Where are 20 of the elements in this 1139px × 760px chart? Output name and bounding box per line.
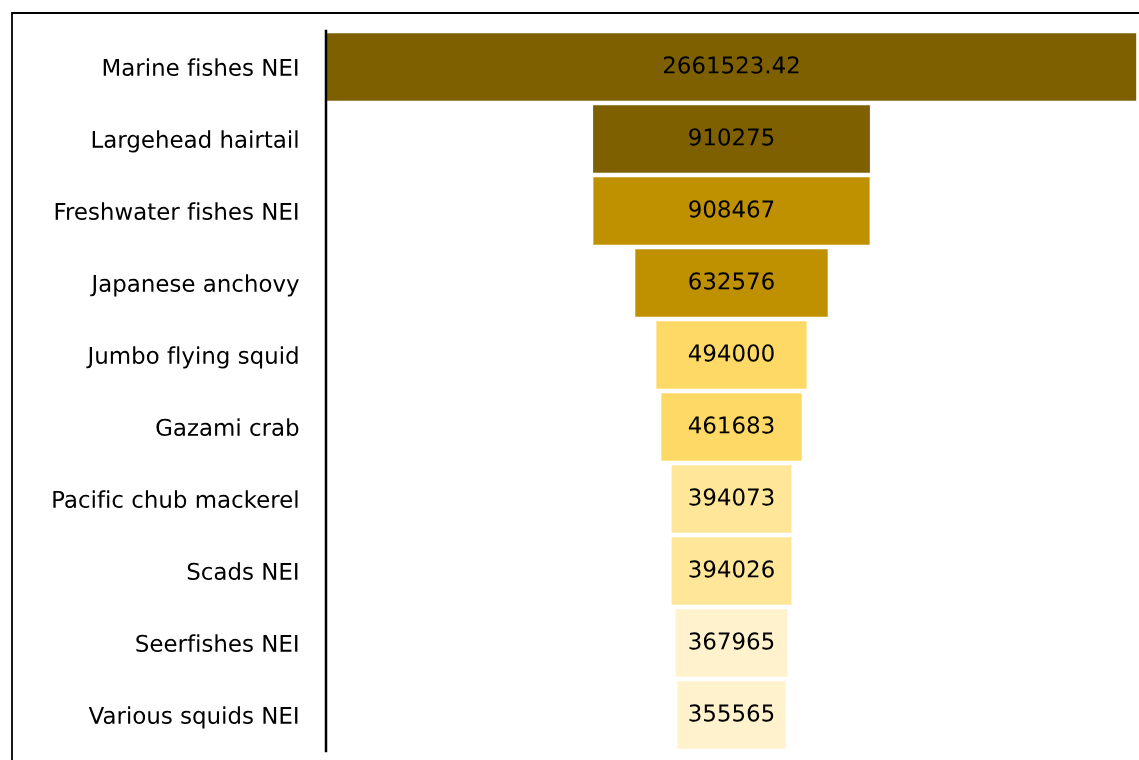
category-label: Freshwater fishes NEI	[55, 202, 298, 221]
category-label: Marine fishes NEI	[103, 58, 298, 77]
category-label: Seerfishes NEI	[136, 634, 298, 653]
data-label: 394073	[689, 488, 774, 506]
category-label: Largehead hairtail	[92, 130, 298, 153]
category-label: Gazami crab	[156, 418, 299, 437]
category-label: Various squids NEI	[88, 706, 298, 729]
data-label: 394026	[689, 560, 774, 578]
data-label: 2661523.42	[663, 56, 799, 74]
data-label: 632576	[689, 272, 774, 290]
data-label: 910275	[689, 128, 774, 146]
category-label: Jumbo flying squid	[86, 346, 298, 369]
category-label: Pacific chub mackerel	[53, 490, 298, 509]
data-label: 461683	[688, 416, 774, 434]
data-label: 494000	[688, 344, 774, 362]
data-label: 367965	[689, 632, 774, 650]
category-label: Japanese anchovy	[90, 274, 299, 297]
data-label: 355565	[689, 704, 774, 722]
category-label: Scads NEI	[187, 562, 298, 581]
data-label: 908467	[689, 200, 774, 218]
